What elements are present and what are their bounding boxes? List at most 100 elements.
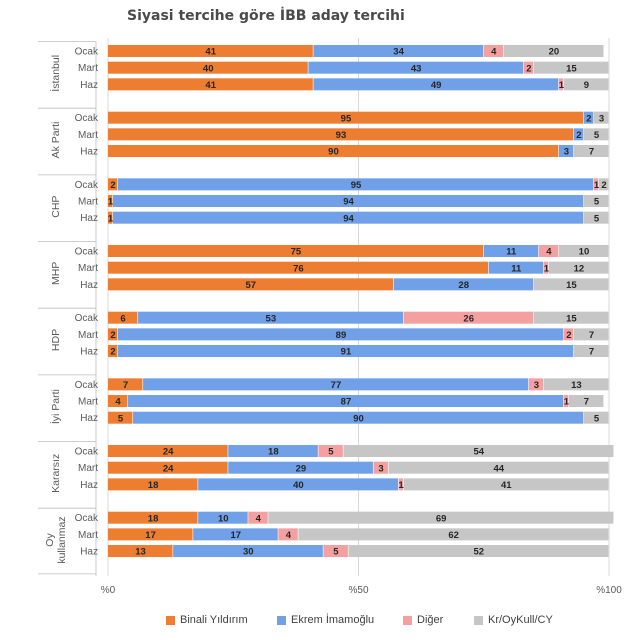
group-label: Ak Parti bbox=[50, 122, 62, 159]
row-label: Ocak bbox=[75, 447, 99, 458]
data-label: 1 bbox=[564, 397, 570, 408]
bar-segment bbox=[583, 128, 609, 141]
data-label: 2 bbox=[601, 180, 606, 191]
bar-segment bbox=[298, 528, 609, 541]
data-label: 1 bbox=[594, 180, 600, 191]
bar-segment bbox=[228, 461, 373, 474]
data-label: 95 bbox=[351, 180, 362, 191]
row-label: Haz bbox=[80, 347, 98, 358]
data-label: 5 bbox=[594, 213, 600, 224]
bar-segment bbox=[108, 528, 193, 541]
data-label: 40 bbox=[293, 480, 304, 491]
bar-segment bbox=[268, 511, 614, 524]
x-tick-label: %50 bbox=[348, 585, 368, 596]
row-label: Mart bbox=[78, 397, 98, 408]
bar-segment bbox=[483, 45, 504, 57]
row-label: Ocak bbox=[75, 313, 99, 324]
bar-segment bbox=[563, 395, 569, 408]
bar-segment bbox=[528, 378, 544, 391]
row-label: Haz bbox=[80, 480, 98, 491]
group-label: MHP bbox=[50, 262, 62, 285]
row-label: Haz bbox=[80, 280, 98, 291]
bar-segment bbox=[543, 378, 609, 391]
bar-segment bbox=[278, 528, 298, 541]
data-label: 13 bbox=[571, 380, 582, 391]
data-label: 1 bbox=[544, 263, 550, 274]
data-label: 12 bbox=[574, 263, 585, 274]
data-label: 4 bbox=[491, 47, 497, 58]
bar-segment bbox=[558, 145, 574, 158]
row-label: Ocak bbox=[75, 47, 99, 58]
data-label: 95 bbox=[341, 113, 352, 124]
bar-segment bbox=[343, 445, 614, 458]
data-label: 9 bbox=[584, 80, 589, 91]
data-label: 89 bbox=[336, 330, 347, 341]
data-label: 54 bbox=[473, 447, 484, 458]
bar-segment bbox=[573, 328, 609, 341]
bar-segment bbox=[308, 61, 524, 74]
data-label: 26 bbox=[463, 313, 474, 324]
data-label: 94 bbox=[343, 197, 354, 208]
data-label: 44 bbox=[493, 463, 504, 474]
data-label: 5 bbox=[594, 197, 600, 208]
bar-segment bbox=[583, 411, 609, 424]
bar-segment bbox=[108, 111, 584, 124]
bar-segment bbox=[108, 61, 308, 74]
row-label: Mart bbox=[78, 197, 98, 208]
row-label: Mart bbox=[78, 330, 98, 341]
legend-swatch bbox=[166, 615, 175, 625]
bar-segment bbox=[583, 111, 594, 124]
row-label: Ocak bbox=[75, 180, 99, 191]
data-label: 28 bbox=[458, 280, 469, 291]
row-label: Mart bbox=[78, 130, 98, 141]
data-label: 57 bbox=[245, 280, 256, 291]
bar-segment bbox=[313, 78, 559, 91]
bar-segment bbox=[373, 461, 388, 474]
bar-segment bbox=[108, 395, 128, 408]
data-label: 93 bbox=[336, 130, 347, 141]
row-label: Haz bbox=[80, 413, 98, 424]
legend-swatch bbox=[474, 615, 483, 625]
bar-segment bbox=[113, 195, 584, 208]
bar-segment bbox=[568, 395, 604, 408]
data-label: 7 bbox=[589, 347, 594, 358]
legend-label: Binali Yıldırım bbox=[180, 614, 248, 626]
chart-legend: Binali Yıldırım Ekrem İmamoğlu Diğer Kr/OyK… bbox=[0, 614, 640, 634]
data-label: 2 bbox=[110, 347, 115, 358]
data-label: 6 bbox=[120, 313, 125, 324]
legend-item: Ekrem İmamoğlu bbox=[277, 614, 374, 626]
bar-segment bbox=[533, 61, 609, 74]
data-label: 2 bbox=[586, 113, 591, 124]
bar-segment bbox=[108, 145, 559, 158]
data-label: 15 bbox=[566, 313, 577, 324]
legend-label: Diğer bbox=[417, 614, 444, 626]
data-label: 5 bbox=[594, 130, 600, 141]
row-label: Mart bbox=[78, 263, 98, 274]
bar-segment bbox=[538, 245, 559, 258]
data-label: 18 bbox=[148, 480, 159, 491]
data-label: 11 bbox=[511, 263, 522, 274]
data-label: 24 bbox=[163, 463, 174, 474]
group-label: HDP bbox=[50, 329, 62, 351]
bar-segment bbox=[193, 528, 278, 541]
data-label: 69 bbox=[436, 513, 447, 524]
bar-segment bbox=[108, 278, 393, 291]
row-label: Haz bbox=[80, 547, 98, 558]
data-label: 53 bbox=[266, 313, 277, 324]
data-label: 24 bbox=[163, 447, 174, 458]
data-label: 18 bbox=[268, 447, 279, 458]
row-label: Ocak bbox=[75, 513, 99, 524]
data-label: 41 bbox=[205, 47, 216, 58]
data-label: 15 bbox=[566, 280, 577, 291]
bar-segment bbox=[228, 445, 318, 458]
bar-segment bbox=[348, 545, 609, 558]
bar-segment bbox=[108, 461, 228, 474]
x-tick-label: %100 bbox=[596, 585, 622, 596]
data-label: 1 bbox=[559, 80, 565, 91]
data-label: 91 bbox=[341, 347, 352, 358]
bar-segment bbox=[198, 511, 248, 524]
data-label: 30 bbox=[243, 547, 254, 558]
bar-segment bbox=[388, 461, 609, 474]
data-label: 3 bbox=[378, 463, 383, 474]
data-label: 4 bbox=[286, 530, 292, 541]
